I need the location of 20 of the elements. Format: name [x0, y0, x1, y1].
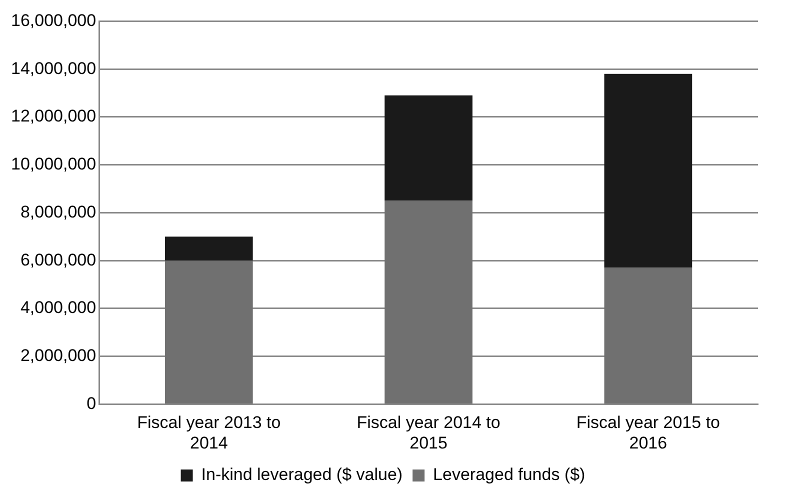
bar [384, 95, 472, 201]
y-tick-label: 10,000,000 [10, 154, 96, 174]
y-tick-label: 6,000,000 [20, 250, 96, 270]
x-tick-label: Fiscal year 2013 to 2014 [137, 413, 281, 452]
legend-label: In-kind leveraged ($ value) [201, 465, 403, 484]
bar [604, 74, 692, 268]
y-tick-label: 14,000,000 [10, 58, 96, 78]
bar [384, 200, 472, 404]
legend-label: Leveraged funds ($) [433, 465, 586, 484]
y-tick-label: 12,000,000 [10, 106, 96, 126]
y-tick-label: 0 [86, 394, 96, 413]
y-tick-label: 2,000,000 [20, 346, 96, 366]
y-tick-label: 8,000,000 [20, 202, 96, 222]
bar [604, 268, 692, 404]
y-tick-label: 4,000,000 [20, 298, 96, 318]
x-tick-label: Fiscal year 2015 to 2016 [576, 413, 720, 452]
y-tick-label: 16,000,000 [10, 10, 96, 30]
bar [164, 260, 253, 404]
x-tick-label: Fiscal year 2014 to 2015 [356, 413, 500, 452]
bar [164, 236, 253, 261]
